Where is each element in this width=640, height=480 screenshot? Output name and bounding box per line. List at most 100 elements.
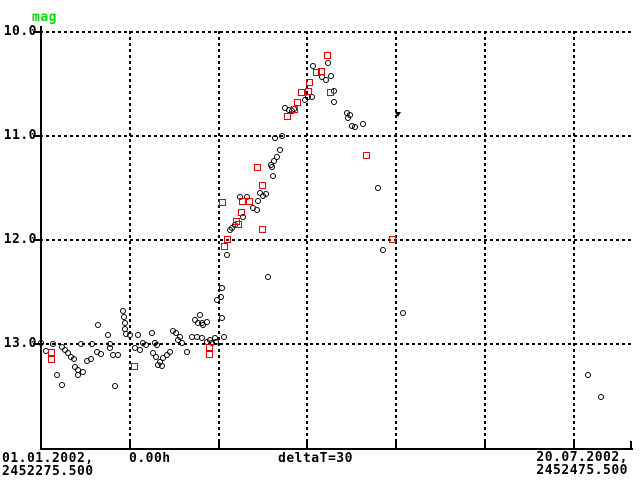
y-tick-label: 13.0 [3,336,37,351]
data-point-square [363,151,371,159]
data-point-square [48,355,56,363]
data-point-circle [253,206,260,213]
data-point-square [223,236,231,244]
data-point-circle [105,331,112,338]
data-point-square [294,98,302,106]
x-axis-tick [218,441,220,448]
data-point-circle [254,197,261,204]
x-axis-delta-t-label: deltaT=30 [278,451,353,466]
data-point-square [318,67,326,75]
data-point-circle [58,381,65,388]
h-gridline [40,31,632,33]
data-point-circle [61,347,68,354]
x-axis-end-jd-label: 2452475.500 [536,463,628,478]
data-point-square [205,351,213,359]
data-point-circle [158,362,165,369]
data-point-square [305,88,313,96]
data-point-circle [359,120,366,127]
x-axis-start-date-label: 01.01.2002, [2,451,94,466]
data-point-square [131,362,139,370]
data-point-circle [375,185,382,192]
h-gridline [40,239,632,241]
data-point-circle [351,123,358,130]
data-point-triangle [395,112,402,118]
data-point-circle [263,191,270,198]
y-tick-label: 11.0 [3,128,37,143]
data-point-circle [106,345,113,352]
data-point-circle [200,322,207,329]
data-point-circle [78,341,85,348]
y-axis-tick [33,343,40,345]
h-gridline [40,343,632,345]
data-point-circle [160,354,167,361]
data-point-square [326,89,334,97]
data-point-square [237,209,245,216]
data-point-circle [119,307,126,314]
data-point-circle [214,297,220,304]
data-point-square [313,68,321,76]
x-axis-tick [573,441,575,448]
x-axis-tick [395,441,397,448]
data-point-circle [89,341,96,348]
data-point-circle [174,336,181,343]
data-point-circle [179,340,186,346]
data-point-circle [274,153,281,160]
data-point-square [239,197,247,205]
data-point-circle [224,251,231,258]
data-point-square [258,181,266,189]
data-point-circle [219,284,226,291]
data-point-circle [279,133,286,140]
data-point-circle [309,63,316,70]
data-point-circle [380,247,387,254]
data-point-circle [37,340,44,346]
data-point-circle [95,322,102,329]
data-point-square [253,164,261,172]
data-point-square [245,197,253,205]
data-point-circle [74,372,81,379]
data-point-circle [597,394,604,401]
data-point-circle [137,347,144,354]
x-axis-end-date-label: 20.07.2002, [536,450,628,465]
data-point-circle [71,355,78,362]
x-axis-tick [129,441,131,448]
data-point-square [258,225,266,233]
data-point-circle [272,135,279,142]
data-point-circle [584,372,591,379]
x-axis-start-hour-label: 0.00h [129,451,171,466]
data-point-circle [172,329,179,336]
data-point-circle [269,172,276,179]
data-point-circle [269,164,276,171]
data-point-square [218,198,226,206]
data-point-circle [121,320,128,327]
data-point-circle [345,115,352,122]
data-point-circle [221,333,228,340]
data-point-square [297,89,305,97]
y-axis-tick [33,239,40,241]
data-point-circle [206,336,213,343]
data-point-circle [111,382,118,389]
data-point-circle [198,334,205,341]
data-point-square [389,236,397,244]
data-point-circle [142,342,149,349]
x-axis-tick [306,441,308,448]
data-point-circle [325,60,331,67]
data-point-circle [121,314,128,320]
data-point-circle [79,369,86,376]
y-axis-line [40,26,42,450]
data-point-circle [203,319,210,326]
data-point-circle [330,98,337,105]
data-point-circle [237,194,244,201]
data-point-circle [148,329,155,336]
y-tick-label: 12.0 [3,232,37,247]
y-tick-label: 10.0 [3,24,37,39]
data-point-circle [243,194,250,201]
data-point-circle [87,355,94,362]
data-point-square [221,243,228,251]
data-point-circle [184,349,191,356]
data-point-square [234,221,242,229]
data-point-circle [197,311,204,318]
data-point-square [205,344,213,352]
data-point-circle [240,214,247,221]
x-axis-end-tick [630,441,632,448]
